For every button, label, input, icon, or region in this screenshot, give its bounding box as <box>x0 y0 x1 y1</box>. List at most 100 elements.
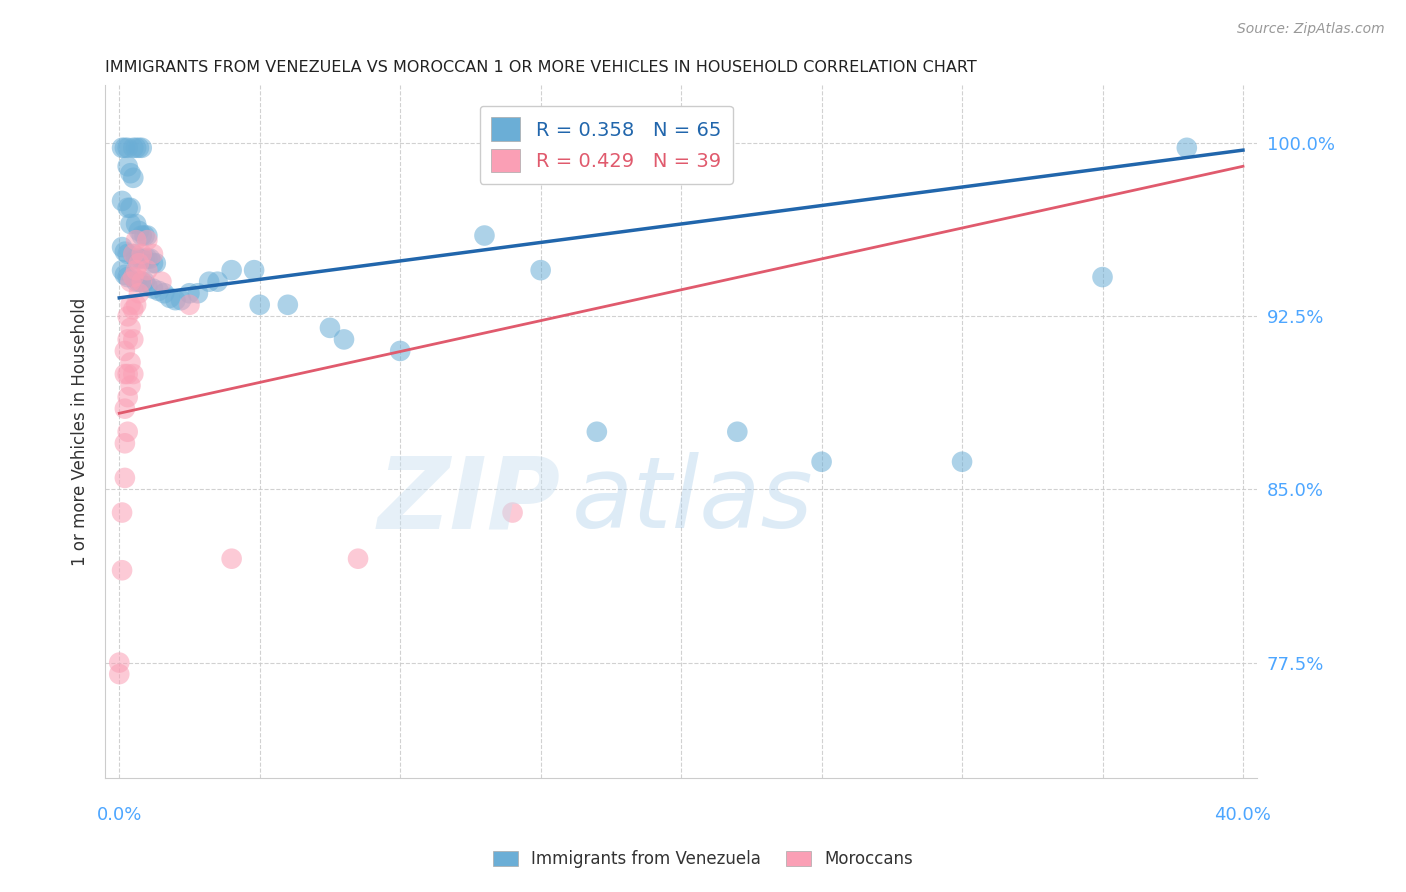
Point <box>122 141 145 155</box>
Point <box>122 170 145 185</box>
Point <box>114 244 136 259</box>
Point <box>502 506 524 520</box>
Point <box>122 302 145 317</box>
Text: atlas: atlas <box>572 452 813 549</box>
Point <box>111 240 134 254</box>
Point <box>134 228 156 243</box>
Point <box>128 256 150 270</box>
Point <box>131 247 153 261</box>
Point <box>131 228 153 243</box>
Point <box>120 321 142 335</box>
Point <box>136 228 159 243</box>
Point <box>347 551 370 566</box>
Point <box>136 252 159 266</box>
Y-axis label: 1 or more Vehicles in Household: 1 or more Vehicles in Household <box>72 298 89 566</box>
Point <box>243 263 266 277</box>
Point <box>249 298 271 312</box>
Text: 0.0%: 0.0% <box>97 805 142 823</box>
Point <box>474 228 496 243</box>
Point <box>122 247 145 261</box>
Point <box>114 268 136 282</box>
Point <box>179 286 201 301</box>
Point <box>120 378 142 392</box>
Legend: Immigrants from Venezuela, Moroccans: Immigrants from Venezuela, Moroccans <box>486 844 920 875</box>
Point <box>111 263 134 277</box>
Point <box>125 141 148 155</box>
Point <box>950 455 973 469</box>
Point <box>122 333 145 347</box>
Point <box>117 310 139 324</box>
Point <box>136 263 159 277</box>
Point <box>134 275 156 289</box>
Point <box>125 252 148 266</box>
Point <box>117 141 139 155</box>
Point <box>128 286 150 301</box>
Point <box>117 270 139 285</box>
Point <box>187 286 209 301</box>
Point <box>122 270 145 285</box>
Point <box>148 284 170 298</box>
Point <box>585 425 607 439</box>
Point <box>117 425 139 439</box>
Point <box>165 293 187 308</box>
Point <box>125 275 148 289</box>
Point <box>120 217 142 231</box>
Point <box>117 247 139 261</box>
Point <box>131 275 153 289</box>
Point <box>142 247 165 261</box>
Point <box>122 270 145 285</box>
Point <box>179 298 201 312</box>
Point <box>150 275 173 289</box>
Point <box>1091 270 1114 285</box>
Point <box>207 275 229 289</box>
Point <box>221 263 243 277</box>
Point <box>145 256 167 270</box>
Point <box>136 233 159 247</box>
Point <box>153 286 176 301</box>
Point <box>131 141 153 155</box>
Point <box>117 159 139 173</box>
Point <box>131 252 153 266</box>
Point <box>111 141 134 155</box>
Point <box>319 321 342 335</box>
Point <box>725 425 748 439</box>
Point <box>170 293 193 308</box>
Point <box>333 333 356 347</box>
Point <box>159 291 181 305</box>
Point <box>111 194 134 208</box>
Text: 40.0%: 40.0% <box>1215 805 1271 823</box>
Point <box>530 263 553 277</box>
Point <box>125 298 148 312</box>
Point <box>111 506 134 520</box>
Point <box>117 201 139 215</box>
Point <box>125 217 148 231</box>
Point <box>117 333 139 347</box>
Point <box>120 166 142 180</box>
Point <box>114 436 136 450</box>
Text: Source: ZipAtlas.com: Source: ZipAtlas.com <box>1237 22 1385 37</box>
Point <box>111 563 134 577</box>
Point <box>122 367 145 381</box>
Text: ZIP: ZIP <box>377 452 560 549</box>
Point <box>117 367 139 381</box>
Point <box>120 355 142 369</box>
Point <box>128 275 150 289</box>
Point <box>125 233 148 247</box>
Point <box>134 252 156 266</box>
Point <box>114 141 136 155</box>
Point <box>128 141 150 155</box>
Point <box>1175 141 1198 155</box>
Point <box>198 275 221 289</box>
Point <box>108 667 131 681</box>
Legend: R = 0.358   N = 65, R = 0.429   N = 39: R = 0.358 N = 65, R = 0.429 N = 39 <box>479 105 733 184</box>
Point <box>114 401 136 416</box>
Point <box>117 390 139 404</box>
Point <box>114 367 136 381</box>
Point <box>120 298 142 312</box>
Point <box>277 298 299 312</box>
Point <box>139 252 162 266</box>
Text: IMMIGRANTS FROM VENEZUELA VS MOROCCAN 1 OR MORE VEHICLES IN HOUSEHOLD CORRELATIO: IMMIGRANTS FROM VENEZUELA VS MOROCCAN 1 … <box>105 60 977 75</box>
Point <box>142 256 165 270</box>
Point <box>120 201 142 215</box>
Point <box>810 455 832 469</box>
